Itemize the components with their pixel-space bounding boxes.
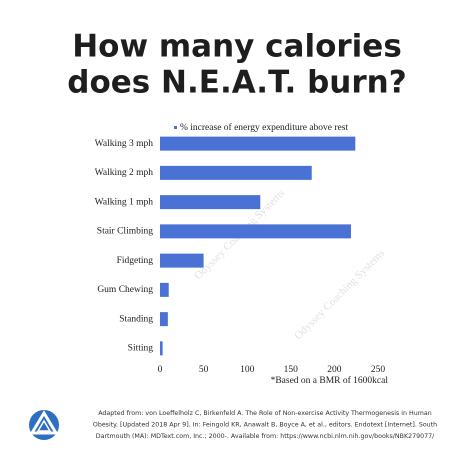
y-tick-label: Walking 3 mph [95, 139, 154, 149]
legend-label: % increase of energy expenditure above r… [180, 122, 348, 133]
citation-line: Adapted from: von Loeffelholz C, Birkenf… [98, 410, 432, 417]
chart-title: does N.E.A.T. burn? [67, 65, 406, 101]
x-tick-label: 150 [284, 365, 299, 375]
y-tick-label: Walking 1 mph [95, 197, 154, 207]
x-tick-label: 200 [327, 365, 342, 375]
bar [160, 165, 312, 180]
x-tick-label: 250 [371, 365, 386, 375]
y-tick-label: Sitting [128, 344, 154, 354]
x-tick-label: 100 [240, 365, 255, 375]
bar [160, 224, 351, 239]
footnote: *Based on a BMR of 1600kcal [271, 375, 389, 386]
bar [160, 195, 261, 210]
x-tick-label: 0 [158, 365, 163, 375]
bar [160, 136, 356, 151]
bar [160, 253, 204, 268]
legend-swatch [174, 126, 177, 129]
chart-title: How many calories [72, 29, 402, 65]
y-tick-label: Fidgeting [117, 256, 154, 266]
logo [29, 410, 59, 440]
y-tick-label: Walking 2 mph [95, 168, 154, 178]
bar [160, 312, 168, 327]
citation-line: Obesity. [Updated 2018 Apr 9]. In: Feing… [93, 422, 437, 429]
bar [160, 282, 169, 297]
bar [160, 341, 163, 356]
watermark: Odyssey Coaching Systems [292, 247, 387, 342]
citation-line: Dartmouth (MA): MDText.com, Inc.; 2000-.… [96, 433, 435, 440]
y-tick-label: Standing [119, 314, 153, 324]
y-tick-label: Stair Climbing [97, 227, 153, 237]
x-tick-label: 50 [199, 365, 209, 375]
y-tick-label: Gum Chewing [97, 285, 153, 295]
